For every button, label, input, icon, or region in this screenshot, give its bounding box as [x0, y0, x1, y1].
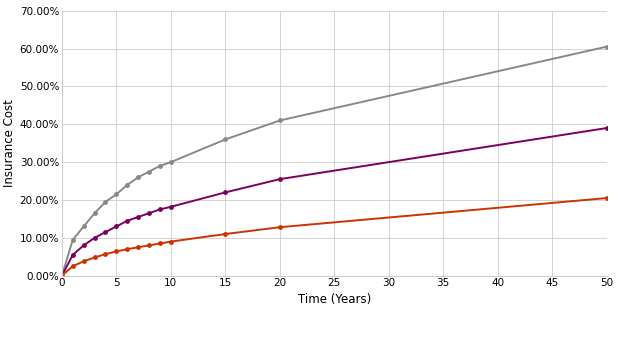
10 stock portfolio [167, 160, 175, 164]
Global Balanced (60/40) portfolio [276, 225, 284, 229]
Canadian stock portfolio [58, 274, 66, 278]
Global Balanced (60/40) portfolio [156, 241, 163, 246]
X-axis label: Time (Years): Time (Years) [298, 292, 371, 306]
10 stock portfolio [80, 224, 87, 229]
Canadian stock portfolio [134, 215, 142, 219]
10 stock portfolio [69, 238, 77, 242]
Canadian stock portfolio [603, 126, 610, 130]
Global Balanced (60/40) portfolio [102, 252, 109, 256]
Global Balanced (60/40) portfolio [91, 255, 98, 260]
Global Balanced (60/40) portfolio [145, 243, 153, 247]
Global Balanced (60/40) portfolio [222, 232, 229, 236]
Line: 10 stock portfolio: 10 stock portfolio [59, 44, 609, 278]
10 stock portfolio [222, 137, 229, 141]
Canadian stock portfolio [156, 207, 163, 212]
Canadian stock portfolio [69, 253, 77, 257]
Canadian stock portfolio [276, 177, 284, 181]
Canadian stock portfolio [222, 190, 229, 194]
10 stock portfolio [91, 211, 98, 216]
10 stock portfolio [276, 118, 284, 123]
Global Balanced (60/40) portfolio [124, 247, 131, 251]
10 stock portfolio [102, 200, 109, 204]
10 stock portfolio [603, 44, 610, 49]
Global Balanced (60/40) portfolio [58, 274, 66, 278]
Global Balanced (60/40) portfolio [113, 249, 120, 253]
Canadian stock portfolio [80, 243, 87, 247]
10 stock portfolio [145, 169, 153, 174]
10 stock portfolio [156, 164, 163, 168]
Global Balanced (60/40) portfolio [167, 240, 175, 244]
10 stock portfolio [58, 274, 66, 278]
Canadian stock portfolio [145, 211, 153, 216]
Canadian stock portfolio [167, 205, 175, 209]
Canadian stock portfolio [113, 224, 120, 229]
Global Balanced (60/40) portfolio [80, 259, 87, 263]
10 stock portfolio [134, 175, 142, 179]
Canadian stock portfolio [91, 236, 98, 240]
Line: Global Balanced (60/40) portfolio: Global Balanced (60/40) portfolio [59, 195, 609, 278]
Line: Canadian stock portfolio: Canadian stock portfolio [59, 126, 609, 278]
10 stock portfolio [124, 183, 131, 187]
Global Balanced (60/40) portfolio [603, 196, 610, 200]
Global Balanced (60/40) portfolio [134, 245, 142, 250]
Canadian stock portfolio [124, 219, 131, 223]
Y-axis label: Insurance Cost: Insurance Cost [2, 99, 15, 187]
10 stock portfolio [113, 192, 120, 197]
Global Balanced (60/40) portfolio [69, 264, 77, 268]
Canadian stock portfolio [102, 230, 109, 234]
Legend: 10 stock portfolio, Canadian stock portfolio, Global Balanced (60/40) portfolio: 10 stock portfolio, Canadian stock portf… [89, 355, 579, 358]
